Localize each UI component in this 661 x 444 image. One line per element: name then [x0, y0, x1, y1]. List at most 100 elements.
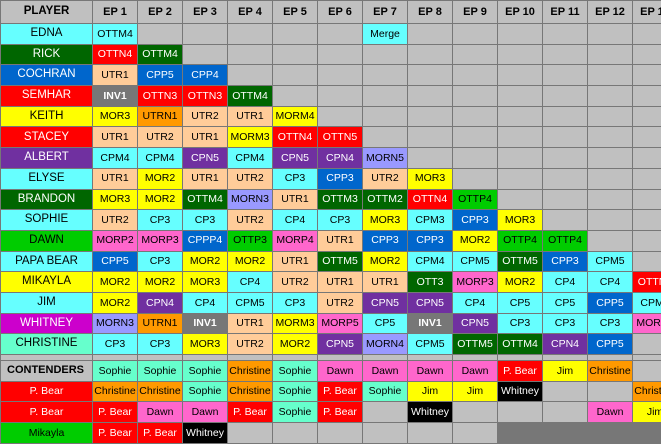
result-cell: UTR1 — [93, 65, 137, 86]
empty-cell — [543, 168, 587, 189]
player-name: BRANDON — [1, 189, 92, 210]
result-cell: CP4 — [453, 292, 497, 313]
contender-cell: Sophie — [273, 402, 317, 423]
empty-cell — [318, 65, 362, 86]
episode-header: EP 10 — [498, 1, 542, 23]
contenders-spacer — [633, 361, 661, 381]
result-cell: CPN5 — [183, 148, 227, 168]
result-cell: MOR3 — [363, 210, 407, 230]
empty-cell — [633, 127, 661, 148]
episode-header: EP 11 — [543, 1, 587, 23]
contender-cell: Christine — [588, 361, 632, 381]
episode-header: EP 5 — [273, 1, 317, 23]
player-name: SOPHIE — [1, 210, 92, 230]
contender-cell: Jim — [453, 381, 497, 402]
separator — [1, 355, 92, 360]
empty-cell — [363, 65, 407, 86]
result-cell: CP3 — [273, 292, 317, 313]
empty-cell — [543, 148, 587, 168]
result-cell: OTT3 — [408, 272, 452, 292]
empty-cell — [633, 251, 661, 272]
contender-cell: P. Bear — [93, 402, 137, 423]
result-cell: MORN5 — [363, 148, 407, 168]
result-cell: OTTM5 — [318, 251, 362, 272]
empty-cell — [633, 168, 661, 189]
result-cell: UTR1 — [183, 127, 227, 148]
result-cell: CPN5 — [408, 292, 452, 313]
result-cell: CPP5 — [588, 334, 632, 354]
result-cell: OTTM2 — [363, 189, 407, 210]
result-cell: UTRN1 — [138, 313, 182, 334]
result-cell: UTR2 — [228, 334, 272, 354]
empty-cell — [633, 86, 661, 106]
contender-cell: Mikayla — [1, 423, 92, 443]
result-cell: UTRN1 — [138, 106, 182, 127]
player-name: STACEY — [1, 127, 92, 148]
contender-cell: Sophie — [183, 361, 227, 381]
result-cell: CPP4 — [183, 65, 227, 86]
contender-cell: Dawn — [318, 361, 362, 381]
empty-cell — [363, 423, 407, 443]
empty-cell — [228, 24, 272, 44]
result-cell: MORN4 — [363, 334, 407, 354]
empty-cell — [453, 402, 497, 423]
contender-cell: Dawn — [363, 361, 407, 381]
separator — [543, 355, 587, 360]
episode-header: EP 9 — [453, 1, 497, 23]
result-cell: MOR2 — [138, 272, 182, 292]
empty-cell — [633, 44, 661, 65]
empty-cell — [453, 168, 497, 189]
empty-cell — [408, 86, 452, 106]
result-cell: INV1 — [183, 313, 227, 334]
player-name: KEITH — [1, 106, 92, 127]
empty-cell — [498, 148, 542, 168]
result-cell: CPN5 — [318, 334, 362, 354]
result-cell: CPP5 — [93, 251, 137, 272]
empty-cell — [363, 402, 407, 423]
player-name: WHITNEY — [1, 313, 92, 334]
player-name: COCHRAN — [1, 65, 92, 86]
result-cell: OTTN3 — [183, 86, 227, 106]
empty-cell — [543, 86, 587, 106]
empty-cell — [453, 148, 497, 168]
empty-cell — [273, 423, 317, 443]
result-cell: CPP3 — [318, 168, 362, 189]
result-cell: MORN3 — [93, 313, 137, 334]
result-cell: UTR1 — [273, 251, 317, 272]
contender-cell: P. Bear — [318, 402, 362, 423]
separator — [633, 355, 661, 360]
result-cell: MOR3 — [93, 189, 137, 210]
result-cell: CPP5 — [138, 65, 182, 86]
episode-header: EP 3 — [183, 1, 227, 23]
empty-cell — [408, 148, 452, 168]
result-cell: MOR2 — [273, 334, 317, 354]
separator — [228, 355, 272, 360]
result-cell: CP3 — [183, 210, 227, 230]
empty-cell — [408, 106, 452, 127]
result-cell: UTR2 — [183, 106, 227, 127]
result-cell: MOR3 — [408, 168, 452, 189]
contender-cell: Sophie — [183, 381, 227, 402]
result-cell: CP4 — [273, 210, 317, 230]
contender-cell: Christine — [633, 381, 661, 402]
contender-cell: Whitney — [498, 381, 542, 402]
result-cell: OTTP4 — [453, 189, 497, 210]
contender-cell: Sophie — [273, 381, 317, 402]
result-cell: UTR2 — [228, 210, 272, 230]
result-cell: CP3 — [93, 334, 137, 354]
contender-cell: Dawn — [183, 402, 227, 423]
result-cell: MOR2 — [183, 251, 227, 272]
contenders-label: CONTENDERS — [1, 361, 92, 381]
result-cell: CPP3 — [453, 210, 497, 230]
result-cell: CPM4 — [633, 292, 661, 313]
separator — [588, 355, 632, 360]
contender-cell: Jim — [633, 402, 661, 423]
result-cell: CPN4 — [318, 148, 362, 168]
empty-cell — [633, 24, 661, 44]
result-cell: MOR2 — [498, 272, 542, 292]
empty-cell — [543, 210, 587, 230]
result-cell: CP5 — [498, 292, 542, 313]
empty-cell — [228, 65, 272, 86]
contender-cell: P. Bear — [138, 423, 182, 443]
empty-cell — [498, 65, 542, 86]
